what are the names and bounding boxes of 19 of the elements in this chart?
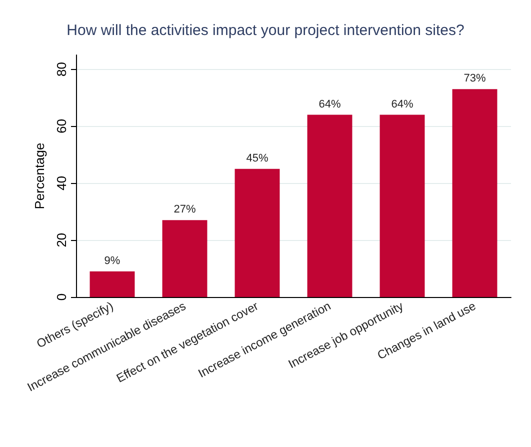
y-tick-label: 40 xyxy=(54,176,69,190)
bar xyxy=(452,89,498,297)
bar xyxy=(307,114,352,297)
data-label: 64% xyxy=(318,98,341,110)
y-tick-label: 20 xyxy=(54,232,69,248)
data-label: 27% xyxy=(174,204,196,216)
data-label: 9% xyxy=(104,254,120,267)
data-label: 73% xyxy=(464,72,486,85)
bar xyxy=(380,114,425,297)
chart-title: How will the activities impact your project intervention sites? xyxy=(66,22,464,39)
bar xyxy=(90,271,135,297)
y-tick-label: 80 xyxy=(54,62,69,76)
y-tick-label: 60 xyxy=(54,118,69,134)
data-label: 45% xyxy=(246,152,268,164)
data-label: 64% xyxy=(391,98,414,110)
bar xyxy=(162,220,208,297)
bar xyxy=(234,168,280,297)
y-tick-label: 0 xyxy=(54,293,69,301)
y-axis-title: Percentage xyxy=(32,142,47,210)
